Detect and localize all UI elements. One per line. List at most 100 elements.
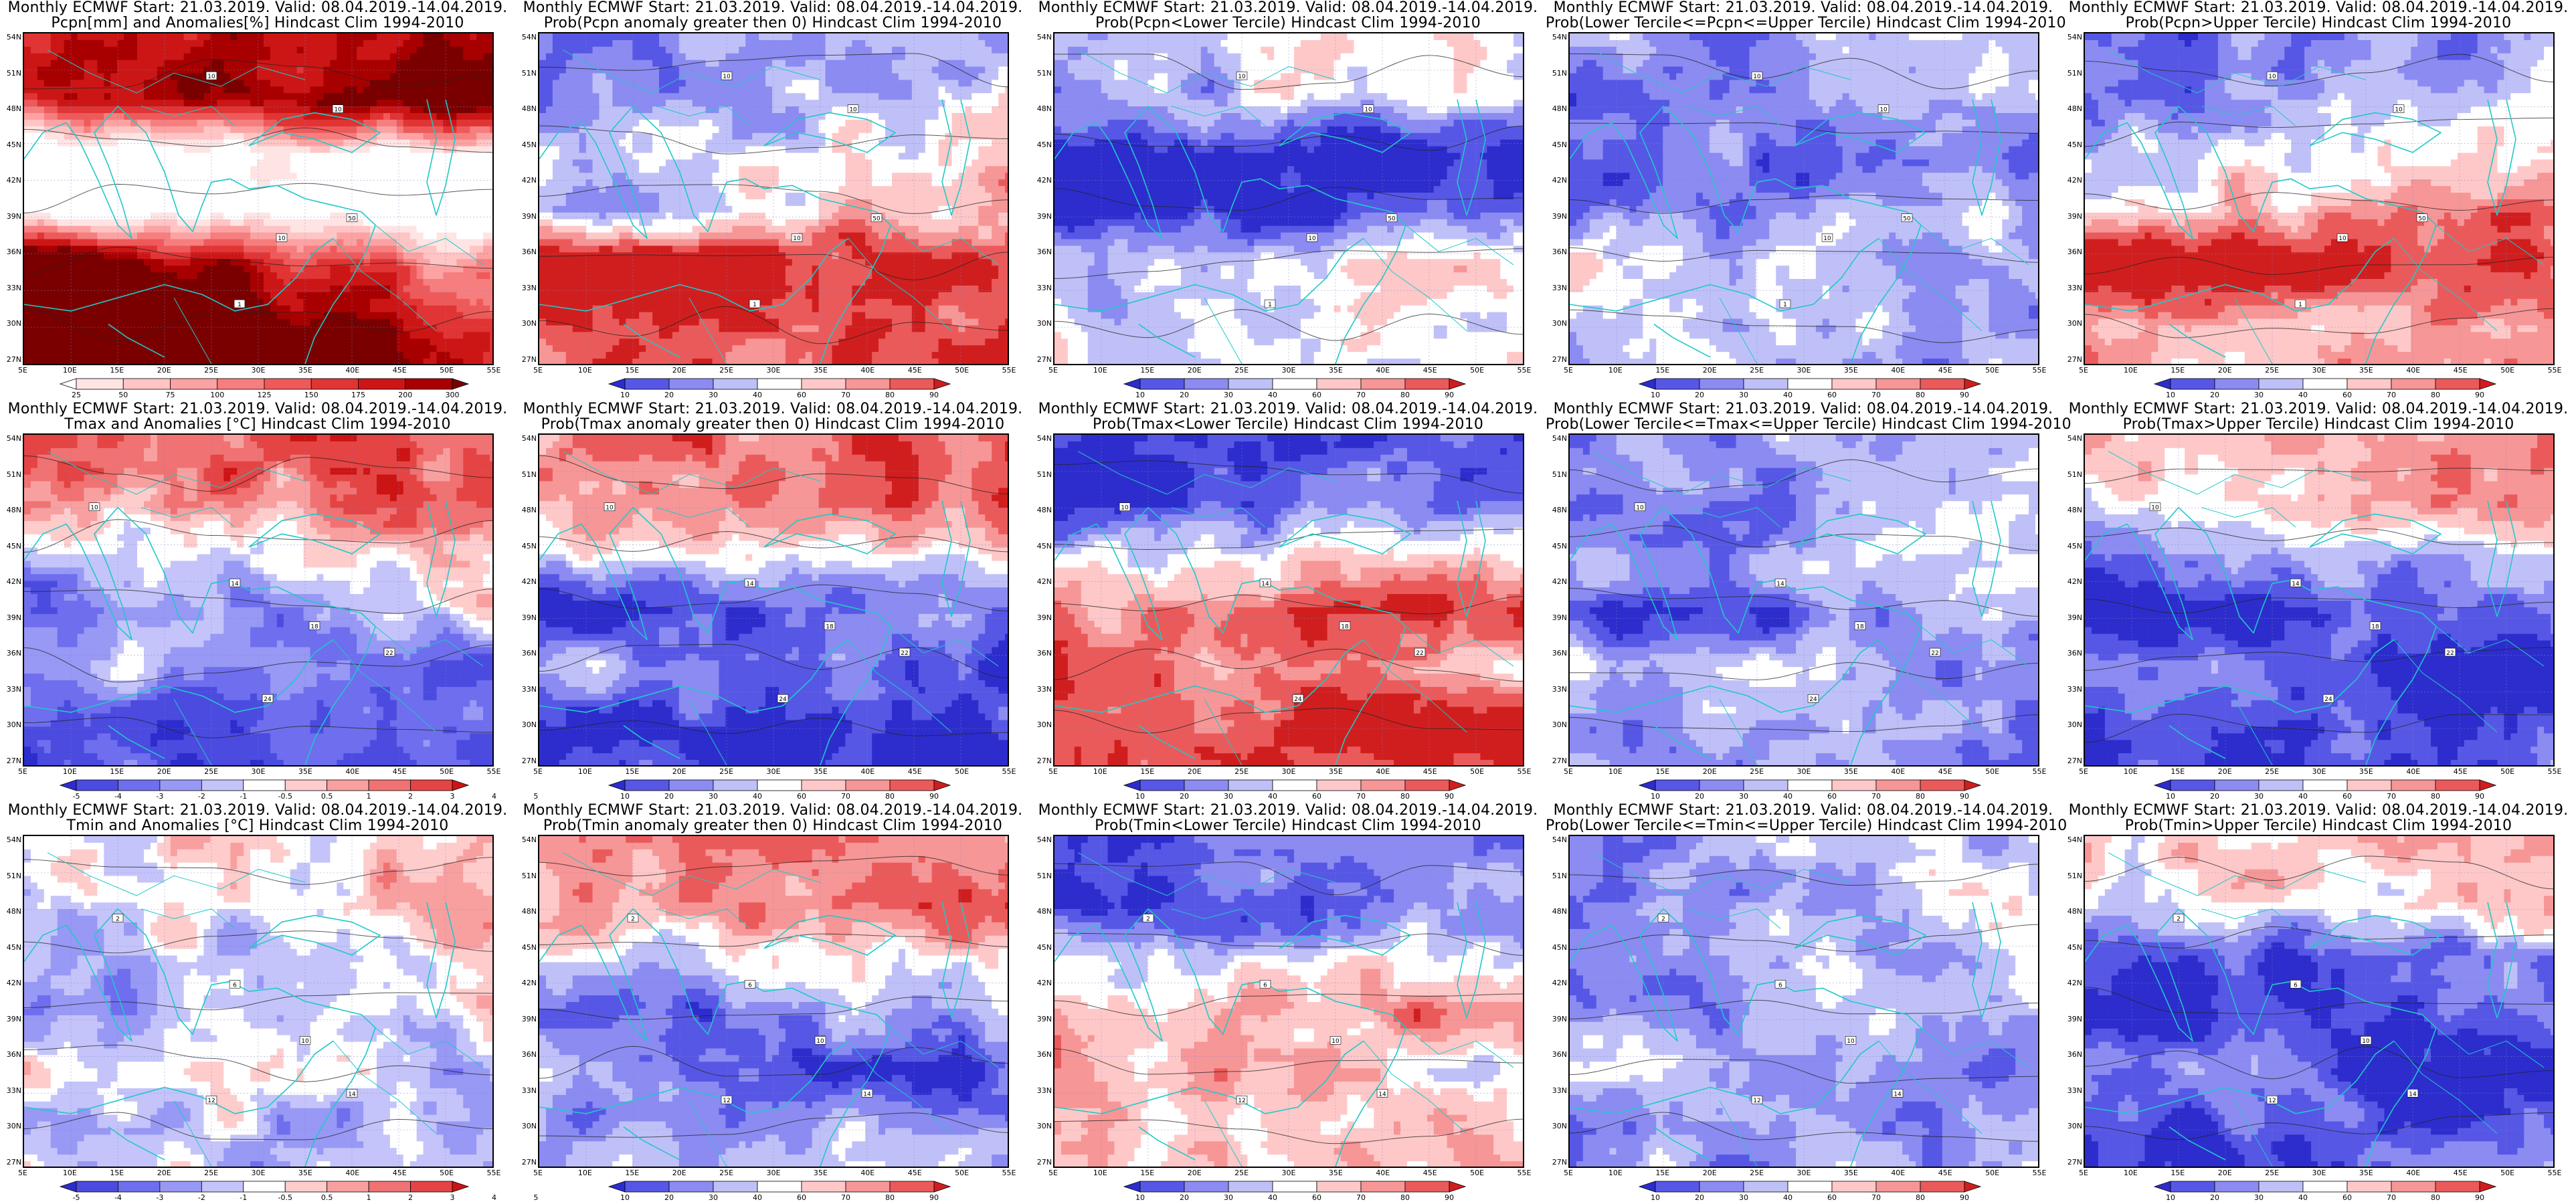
colorbar-tick-label: 1: [359, 793, 379, 801]
colorbar: [1123, 779, 1467, 791]
colorbar-tick-label: 80: [880, 391, 900, 399]
contour-label: 10: [814, 1036, 826, 1045]
colorbar-tick-label: 10: [2160, 391, 2181, 399]
lat-tick-label: 27N: [1546, 356, 1567, 364]
colorbar-tick-label: 60: [792, 793, 812, 801]
shaded-field-map: 2 6 10 14 12: [1054, 836, 1523, 1167]
lon-tick-label: 25E: [713, 768, 740, 776]
lat-tick-label: 51N: [515, 69, 537, 78]
shaded-field-map: 10 10 50 10 1: [539, 33, 1008, 364]
lon-tick-label: 40E: [854, 1169, 881, 1177]
lat-tick-label: 54N: [2061, 435, 2082, 443]
lon-tick-label: 55E: [2541, 1169, 2568, 1177]
lon-tick-label: 20E: [2211, 1169, 2238, 1177]
contour-label: 14: [2290, 579, 2302, 587]
svg-text:50: 50: [348, 216, 356, 223]
contour-label: 2: [1142, 914, 1154, 922]
lon-tick-label: 40E: [2400, 768, 2427, 776]
panel-title-line1: Monthly ECMWF Start: 21.03.2019. Valid: …: [515, 401, 1030, 417]
lon-tick-label: 5E: [9, 768, 36, 776]
lat-tick-label: 30N: [515, 1122, 537, 1130]
lat-tick-label: 30N: [1546, 721, 1567, 729]
lon-tick-label: 35E: [1322, 367, 1349, 375]
contour-label: 50: [346, 213, 358, 223]
contour-label: 10: [2149, 502, 2161, 512]
colorbar-tick-label: 20: [2205, 391, 2225, 399]
contour-label: 10: [604, 502, 616, 512]
contour-label: 22: [1414, 647, 1426, 657]
colorbar-tick-label: 30: [1218, 1194, 1238, 1202]
panel-title-line2: Pcpn[mm] and Anomalies[%] Hindcast Clim …: [0, 15, 515, 31]
panel-title-line1: Monthly ECMWF Start: 21.03.2019. Valid: …: [1546, 0, 2061, 16]
forecast-panel: Monthly ECMWF Start: 21.03.2019. Valid: …: [1546, 401, 2072, 803]
lon-tick-label: 10E: [1087, 367, 1113, 375]
lat-tick-label: 30N: [515, 320, 537, 328]
panel-title-line1: Monthly ECMWF Start: 21.03.2019. Valid: …: [1546, 803, 2061, 819]
panel-title-line2: Prob(Pcpn<Lower Tercile) Hindcast Clim 1…: [1030, 15, 1546, 31]
colorbar-tick-label: 50: [113, 391, 133, 399]
colorbar: [1123, 378, 1467, 390]
colorbar-tick-label: 20: [2205, 1194, 2225, 1202]
lat-tick-label: 39N: [0, 1015, 21, 1023]
lat-tick-label: 36N: [1546, 248, 1567, 256]
colorbar-tick-label: 70: [2381, 793, 2401, 801]
colorbar-tick-label: 70: [2381, 391, 2401, 399]
contour-label: 24: [1807, 694, 1819, 703]
colorbar-tick-label: 40: [2293, 793, 2313, 801]
contour-label: 14: [1259, 579, 1271, 587]
lat-tick-label: 27N: [1030, 356, 1052, 364]
colorbar-tick-label: 70: [1351, 1194, 1371, 1202]
lon-tick-label: 30E: [1275, 1169, 1302, 1177]
colorbar-tick-label: 60: [2337, 793, 2357, 801]
contour-label: 22: [899, 647, 911, 657]
forecast-panel: Monthly ECMWF Start: 21.03.2019. Valid: …: [1030, 401, 1546, 803]
lon-tick-label: 50E: [949, 768, 976, 776]
lon-tick-label: 40E: [339, 1169, 366, 1177]
lat-tick-label: 27N: [0, 356, 21, 364]
colorbar-tick-label: 10: [1130, 391, 1150, 399]
lat-tick-label: 33N: [1546, 284, 1567, 292]
lat-tick-label: 42N: [1546, 177, 1567, 185]
lat-tick-label: 42N: [1030, 578, 1052, 586]
lon-tick-label: 25E: [2259, 768, 2286, 776]
lat-tick-label: 54N: [1546, 435, 1567, 443]
lon-tick-label: 20E: [1181, 768, 1208, 776]
lon-tick-label: 45E: [901, 768, 928, 776]
lat-tick-label: 30N: [1030, 1122, 1052, 1130]
colorbar-tick-label: 70: [1351, 391, 1371, 399]
colorbar-tick-label: 60: [1307, 793, 1327, 801]
contour-label: 10: [2336, 233, 2349, 242]
lat-tick-label: 42N: [515, 979, 537, 987]
lon-tick-label: 40E: [339, 367, 366, 375]
lat-tick-label: 45N: [0, 542, 21, 550]
panel-title-line1: Monthly ECMWF Start: 21.03.2019. Valid: …: [2061, 0, 2576, 16]
lon-tick-label: 5E: [1555, 768, 1582, 776]
forecast-panel: Monthly ECMWF Start: 21.03.2019. Valid: …: [515, 401, 1030, 803]
contour-label: 14: [229, 579, 241, 587]
colorbar-tick-label: 10: [1645, 793, 1665, 801]
lat-tick-label: 48N: [1030, 105, 1052, 113]
forecast-panel: Monthly ECMWF Start: 21.03.2019. Valid: …: [1030, 803, 1546, 1204]
contour-label: 1: [749, 299, 761, 308]
colorbar-tick-label: 40: [747, 1194, 767, 1202]
colorbar-tick-label: 3: [442, 1194, 462, 1202]
colorbar-tick-label: 60: [2337, 1194, 2357, 1202]
lat-tick-label: 48N: [1546, 105, 1567, 113]
lat-tick-label: 48N: [1030, 506, 1052, 514]
lon-tick-label: 25E: [1744, 768, 1770, 776]
map-frame: 10 10 50 10 1: [23, 32, 494, 365]
lon-tick-label: 5E: [1555, 367, 1582, 375]
lat-tick-label: 36N: [0, 649, 21, 658]
lon-tick-label: 50E: [1464, 1169, 1491, 1177]
colorbar-tick-label: 90: [1954, 391, 1974, 399]
colorbar: [608, 1181, 951, 1193]
lon-tick-label: 15E: [1134, 1169, 1161, 1177]
contour-label: 18: [1339, 621, 1351, 630]
contour-label: 10: [1362, 104, 1374, 114]
lon-tick-label: 25E: [2259, 367, 2286, 375]
lat-tick-label: 33N: [1546, 1086, 1567, 1095]
shaded-field-map: 10 14 18 22 24: [1054, 435, 1523, 765]
lat-tick-label: 27N: [2061, 356, 2082, 364]
lat-tick-label: 30N: [2061, 1122, 2082, 1130]
lon-tick-label: 10E: [1602, 768, 1629, 776]
